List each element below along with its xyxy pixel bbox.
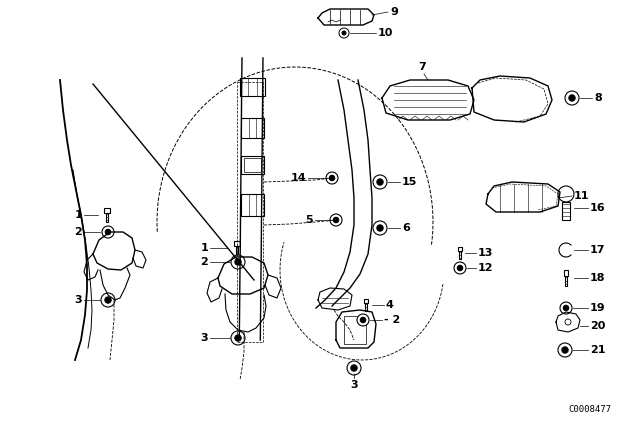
Circle shape <box>235 259 241 265</box>
Bar <box>234 241 240 246</box>
Text: 14: 14 <box>291 173 306 183</box>
Circle shape <box>347 361 361 375</box>
Text: 7: 7 <box>418 62 426 72</box>
Circle shape <box>101 293 115 307</box>
Text: 3: 3 <box>350 380 358 390</box>
Bar <box>241 156 264 174</box>
Circle shape <box>562 347 568 353</box>
Circle shape <box>373 175 387 189</box>
Circle shape <box>106 229 111 235</box>
Circle shape <box>330 214 342 226</box>
Bar <box>236 246 238 254</box>
Circle shape <box>342 31 346 35</box>
Bar <box>365 303 367 311</box>
Text: 1: 1 <box>74 210 82 220</box>
Circle shape <box>563 305 569 311</box>
Text: 13: 13 <box>478 248 493 258</box>
Circle shape <box>330 175 335 181</box>
Bar <box>241 194 264 216</box>
Circle shape <box>565 91 579 105</box>
Bar <box>459 251 461 259</box>
Bar <box>458 247 463 251</box>
Text: 3: 3 <box>74 295 82 305</box>
Bar <box>364 299 369 303</box>
Circle shape <box>351 365 357 371</box>
Text: 21: 21 <box>590 345 605 355</box>
Text: 18: 18 <box>590 273 605 283</box>
Text: 15: 15 <box>402 177 417 187</box>
Text: 16: 16 <box>590 203 605 213</box>
Text: 20: 20 <box>590 321 605 331</box>
Circle shape <box>231 331 245 345</box>
Bar <box>344 316 366 344</box>
Circle shape <box>357 314 369 326</box>
Text: 2: 2 <box>74 227 82 237</box>
Bar <box>106 213 108 222</box>
Circle shape <box>560 302 572 314</box>
Circle shape <box>235 335 241 341</box>
Circle shape <box>569 95 575 101</box>
Text: 4: 4 <box>386 300 394 310</box>
Text: 19: 19 <box>590 303 605 313</box>
Circle shape <box>333 217 339 223</box>
Circle shape <box>373 221 387 235</box>
Circle shape <box>454 262 466 274</box>
Bar <box>564 276 567 286</box>
Bar <box>244 158 261 172</box>
Text: 6: 6 <box>402 223 410 233</box>
Text: 11: 11 <box>574 191 589 201</box>
Text: 9: 9 <box>390 7 398 17</box>
Bar <box>241 118 264 138</box>
Circle shape <box>231 255 245 269</box>
Circle shape <box>339 28 349 38</box>
Text: 1: 1 <box>200 243 208 253</box>
Text: 17: 17 <box>590 245 605 255</box>
Text: 2: 2 <box>200 257 208 267</box>
Text: 10: 10 <box>378 28 394 38</box>
Text: 8: 8 <box>594 93 602 103</box>
Text: 12: 12 <box>478 263 493 273</box>
Circle shape <box>558 343 572 357</box>
Circle shape <box>360 317 365 323</box>
Circle shape <box>377 179 383 185</box>
Text: 3: 3 <box>200 333 208 343</box>
Bar <box>104 208 109 213</box>
Circle shape <box>458 265 463 271</box>
Circle shape <box>558 186 574 202</box>
Bar <box>564 270 568 276</box>
Bar <box>240 78 265 96</box>
Circle shape <box>102 226 114 238</box>
Bar <box>562 202 570 220</box>
Circle shape <box>377 225 383 231</box>
Text: C0008477: C0008477 <box>568 405 611 414</box>
Circle shape <box>105 297 111 303</box>
Circle shape <box>326 172 338 184</box>
Text: - 2: - 2 <box>384 315 400 325</box>
Text: 5: 5 <box>305 215 313 225</box>
